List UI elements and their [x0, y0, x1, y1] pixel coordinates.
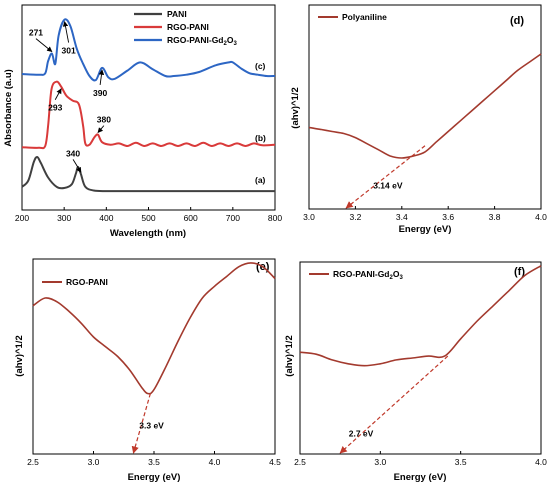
panel-d-x-tick-label: 3.0	[303, 212, 315, 222]
series-line-rgo-pani-gd2o3	[21, 18, 276, 82]
panel-e-legend-label: RGO-PANI	[66, 277, 108, 287]
panel-d-plot-frame	[308, 4, 542, 210]
panel-d-legend: Polyaniline	[318, 12, 387, 22]
panel-d-x-tick-label: 3.2	[349, 212, 361, 222]
series-line-rgo-pani	[21, 80, 276, 150]
panel-d-tangent-line	[345, 145, 426, 209]
panel-d-bandgap-label: 3.14 eV	[373, 181, 403, 191]
panel-f-plot: 2.7 eV	[299, 265, 542, 454]
panel-d-x-tick-label: 3.8	[489, 212, 501, 222]
panel-d-series-line	[308, 53, 542, 159]
panel-e: (e) 2.5 3.0 3.5 4.0 4.5 Energy (eV) (ahv)^1/…	[14, 258, 281, 483]
annotation-label: 293	[48, 103, 62, 113]
panel-e-x-tick-label: 3.0	[88, 457, 100, 467]
panel-f-x-tick-label: 4.0	[535, 457, 547, 467]
annotation-arrow	[62, 21, 70, 43]
annotation-arrow	[72, 159, 82, 173]
uv-vis-y-axis-title: Absorbance (a.u)	[3, 69, 14, 147]
series-letter-rgo-pani: (b)	[255, 133, 266, 143]
panel-f-x-axis-title: Energy (eV)	[394, 472, 447, 483]
panel-d-letter: (d)	[510, 15, 524, 27]
panel-d-x-ticks: 3.0 3.2 3.4 3.6 3.8 4.0	[303, 206, 547, 222]
panel-e-series-line	[32, 262, 276, 395]
panel-f: (f) 2.5 3.0 3.5 4.0 Energy (eV) (ahv)^1/2 R…	[284, 261, 547, 483]
panel-f-y-axis-title: (ahv)^1/2	[284, 335, 295, 376]
uv-vis-x-tick-label: 200	[15, 213, 29, 223]
panel-d-legend-label: Polyaniline	[342, 12, 387, 22]
panel-d-y-axis-title: (ahv)^1/2	[290, 87, 301, 128]
panel-e-plot: 3.3 eV	[32, 262, 276, 454]
panel-f-legend-label-o: O	[393, 269, 400, 279]
annotation-label: 340	[66, 148, 80, 158]
panel-f-letter: (f)	[514, 266, 525, 278]
uv-vis-annotations: 271 301 390 293 380 340	[29, 21, 111, 173]
uv-vis-x-tick-label: 400	[99, 213, 113, 223]
panel-d: (d) 3.0 3.2 3.4 3.6 3.8 4.0 Energy (eV) (ahv)…	[290, 4, 547, 235]
panel-f-x-ticks: 2.5 3.0 3.5 4.0	[294, 451, 547, 467]
panel-e-y-axis-title: (ahv)^1/2	[14, 335, 25, 376]
legend-label-rgo-pani-gd2o3-sub1: 2	[224, 41, 228, 47]
panel-e-x-tick-label: 3.5	[148, 457, 160, 467]
panel-e-x-tick-label: 4.0	[209, 457, 221, 467]
annotation-label: 301	[61, 46, 75, 56]
panel-e-x-ticks: 2.5 3.0 3.5 4.0 4.5	[27, 451, 281, 467]
panel-f-legend-label-sub2: 3	[399, 275, 403, 281]
series-letter-pani: (a)	[255, 175, 266, 185]
series-letter-rgo-pani-gd2o3: (c)	[255, 61, 266, 71]
uv-vis-x-tick-label: 500	[141, 213, 155, 223]
uv-vis-legend: PANI RGO-PANI RGO-PANI-Gd2O3	[134, 9, 237, 47]
panel-f-x-tick-label: 3.5	[455, 457, 467, 467]
uv-vis-x-axis-title: Wavelength (nm)	[110, 228, 186, 239]
uv-vis-series: (a) (b) (c)	[21, 18, 276, 193]
annotation-label: 271	[29, 28, 43, 38]
legend-label-rgo-pani: RGO-PANI	[167, 22, 209, 32]
legend-label-rgo-pani-gd2o3-o: O	[227, 35, 234, 45]
annotation-arrow	[98, 69, 105, 85]
annotation-label: 390	[93, 88, 107, 98]
uv-vis-x-tick-label: 800	[268, 213, 282, 223]
panel-d-x-tick-label: 3.6	[442, 212, 454, 222]
annotation-arrow	[54, 88, 62, 100]
annotation-arrow	[97, 125, 105, 134]
panel-f-tangent-line	[339, 355, 449, 454]
series-line-pani	[21, 155, 275, 193]
panel-d-x-tick-label: 3.4	[396, 212, 408, 222]
panel-e-x-tick-label: 4.5	[269, 457, 281, 467]
legend-label-rgo-pani-gd2o3: RGO-PANI-Gd2O3	[167, 35, 237, 47]
legend-label-rgo-pani-gd2o3-base: RGO-PANI-Gd	[167, 35, 224, 45]
panel-e-tangent-line	[131, 393, 151, 454]
panel-f-x-tick-label: 2.5	[294, 457, 306, 467]
annotation-arrow	[35, 38, 53, 52]
panel-d-plot: 3.14 eV	[308, 53, 542, 209]
legend-label-rgo-pani-gd2o3-sub2: 3	[233, 41, 237, 47]
panel-e-bandgap-label: 3.3 eV	[139, 421, 164, 431]
uv-vis-x-tick-label: 300	[57, 213, 71, 223]
panel-f-legend-label-sub1: 2	[390, 275, 394, 281]
uv-vis-x-tick-label: 700	[226, 213, 240, 223]
panel-f-legend-label: RGO-PANI-Gd2O3	[333, 269, 403, 281]
annotation-label: 380	[97, 115, 111, 125]
panel-e-legend: RGO-PANI	[42, 277, 108, 287]
uv-vis-panel: 200 300 400 500 600 700 800 Wavelength (nm) Ab…	[3, 4, 282, 239]
panel-e-x-tick-label: 2.5	[27, 457, 39, 467]
panel-d-x-tick-label: 4.0	[535, 212, 547, 222]
panel-f-bandgap-label: 2.7 eV	[349, 429, 374, 439]
uv-vis-x-tick-label: 600	[184, 213, 198, 223]
panel-f-x-tick-label: 3.0	[374, 457, 386, 467]
uv-vis-x-ticks: 200 300 400 500 600 700 800	[15, 207, 282, 223]
panel-f-legend-label-base: RGO-PANI-Gd	[333, 269, 390, 279]
panel-e-x-axis-title: Energy (eV)	[128, 472, 181, 483]
panel-f-series-line	[299, 265, 542, 367]
panel-f-legend: RGO-PANI-Gd2O3	[309, 269, 403, 281]
panel-f-plot-frame	[299, 261, 542, 455]
panel-d-x-axis-title: Energy (eV)	[399, 224, 452, 235]
legend-label-pani: PANI	[167, 9, 187, 19]
